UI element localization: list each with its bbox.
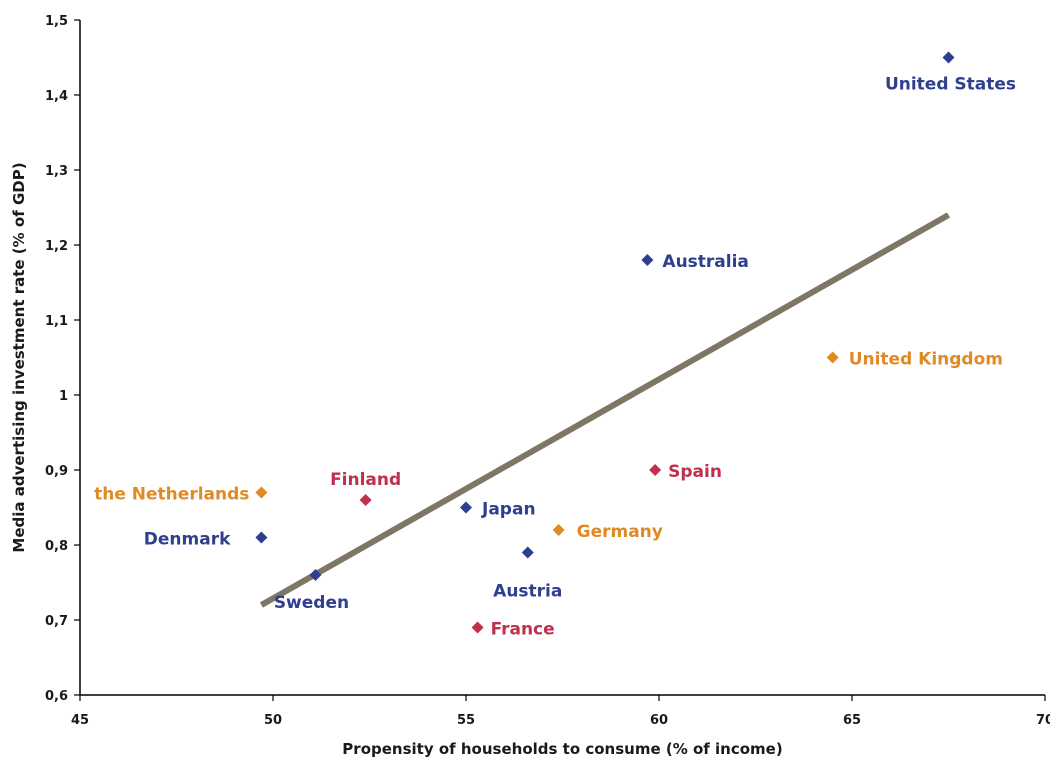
data-point [255,486,268,499]
data-point [826,351,839,364]
point-label: United States [885,75,1016,95]
x-tick-label: 45 [71,713,89,728]
y-tick-label: 1 [59,389,68,404]
y-tick-label: 0,8 [45,539,68,554]
x-tick-label: 60 [650,713,668,728]
x-tick-label: 50 [264,713,282,728]
data-point [521,546,534,559]
point-labels: United States Australia United Kingdom Spai… [94,75,1016,640]
x-axis-title: Propensity of households to consume (% o… [342,740,782,758]
y-tick-label: 1,2 [45,239,68,254]
y-tick-label: 1,3 [45,164,68,179]
point-label: Germany [577,522,663,542]
data-point [942,51,955,64]
data-points [255,51,955,634]
data-point [641,254,654,266]
x-tick-label: 65 [843,713,861,728]
trendline-group [259,212,950,608]
point-label: Australia [662,252,749,272]
trendline [259,212,950,608]
point-label: France [491,620,555,640]
y-tick-label: 1,1 [45,314,68,329]
x-tick-label: 55 [457,713,475,728]
data-point [255,531,268,544]
y-tick-label: 1,4 [45,89,68,104]
data-point [460,501,472,514]
y-tick-label: 0,6 [45,689,68,704]
point-label: Denmark [144,530,231,550]
point-label: the Netherlands [94,485,249,505]
point-label: Austria [493,582,562,602]
data-point [649,464,662,476]
data-point [471,621,484,634]
point-label: Finland [330,470,401,490]
x-tick-label: 70 [1036,713,1050,728]
point-label: Japan [481,500,536,520]
point-label: United Kingdom [849,350,1003,370]
axes: 45 50 55 60 65 70 0,6 0,7 0,8 0,9 1 1,1 1,2 1,3 1,4 1,5 [45,14,1050,728]
point-label: Spain [668,462,722,482]
y-axis-title: Media advertising investment rate (% of … [10,162,28,552]
y-tick-label: 0,9 [45,464,68,479]
data-point [309,569,322,581]
data-point [552,524,565,536]
data-point [359,494,372,506]
y-tick-label: 0,7 [45,614,68,629]
y-tick-label: 1,5 [45,14,68,29]
point-label: Sweden [274,593,349,613]
